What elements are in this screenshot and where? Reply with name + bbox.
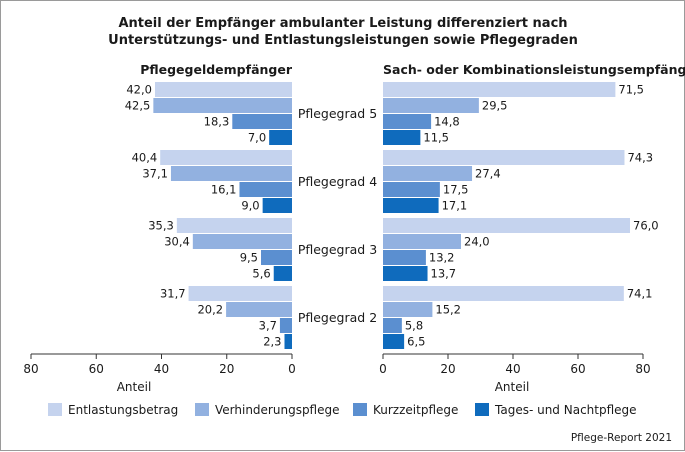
- bar-right-pflegegrad-5-kurzzeitpflege: [383, 114, 432, 129]
- category-label-pflegegrad-5: Pflegegrad 5: [298, 106, 377, 121]
- value-label-right: 6,5: [407, 335, 425, 349]
- value-label-left: 42,0: [126, 83, 152, 97]
- value-label-left: 31,7: [160, 287, 186, 301]
- value-label-left: 9,0: [241, 199, 259, 213]
- bar-right-pflegegrad-2-tages-und-nachtpflege: [383, 334, 405, 349]
- value-label-right: 74,1: [627, 287, 653, 301]
- value-label-left: 37,1: [142, 167, 168, 181]
- bar-left-pflegegrad-4-verhinderungspflege: [170, 166, 292, 181]
- left-axis-label: Anteil: [117, 380, 152, 394]
- bar-right-pflegegrad-3-verhinderungspflege: [383, 234, 461, 249]
- bar-left-pflegegrad-2-tages-und-nachtpflege: [284, 334, 292, 349]
- left-x-tick-label: 0: [288, 362, 296, 376]
- bar-left-pflegegrad-4-tages-und-nachtpflege: [262, 198, 292, 213]
- bar-right-pflegegrad-2-kurzzeitpflege: [383, 318, 402, 333]
- bar-right-pflegegrad-5-verhinderungspflege: [383, 98, 479, 113]
- value-label-right: 5,8: [405, 319, 423, 333]
- bar-right-pflegegrad-4-entlastungsbetrag: [383, 150, 625, 165]
- bar-right-pflegegrad-5-entlastungsbetrag: [383, 82, 616, 97]
- bar-right-pflegegrad-4-verhinderungspflege: [383, 166, 473, 181]
- value-label-left: 30,4: [164, 235, 190, 249]
- value-label-left: 40,4: [132, 151, 158, 165]
- legend-label-tages-und-nachtpflege: Tages- und Nachtpflege: [494, 403, 637, 417]
- bars-group: 42,0 42,5 18,3 7,0 40,4 37,1 16,1 9,0 35,3 30,4 9,…: [125, 82, 659, 349]
- category-label-pflegegrad-3: Pflegegrad 3: [298, 242, 377, 257]
- bar-right-pflegegrad-3-entlastungsbetrag: [383, 218, 630, 233]
- value-label-right: 71,5: [618, 83, 644, 97]
- bar-left-pflegegrad-4-kurzzeitpflege: [239, 182, 292, 197]
- bar-right-pflegegrad-5-tages-und-nachtpflege: [383, 130, 421, 145]
- value-label-left: 42,5: [125, 99, 151, 113]
- left-x-tick-label: 80: [23, 362, 38, 376]
- value-label-left: 35,3: [148, 219, 174, 233]
- value-label-right: 17,1: [442, 199, 468, 213]
- bar-left-pflegegrad-3-tages-und-nachtpflege: [273, 266, 292, 281]
- left-x-tick-label: 40: [154, 362, 169, 376]
- value-label-left: 20,2: [197, 303, 223, 317]
- legend: Entlastungsbetrag Verhinderungspflege Kurz…: [48, 403, 637, 417]
- value-label-right: 74,3: [627, 151, 653, 165]
- value-label-right: 11,5: [423, 131, 449, 145]
- value-label-right: 27,4: [475, 167, 501, 181]
- bar-right-pflegegrad-3-kurzzeitpflege: [383, 250, 426, 265]
- value-label-right: 13,7: [431, 267, 457, 281]
- right-x-tick-label: 40: [505, 362, 520, 376]
- bar-right-pflegegrad-3-tages-und-nachtpflege: [383, 266, 428, 281]
- bar-left-pflegegrad-5-verhinderungspflege: [153, 98, 292, 113]
- value-label-right: 15,2: [435, 303, 461, 317]
- value-label-left: 18,3: [204, 115, 230, 129]
- value-label-right: 24,0: [464, 235, 490, 249]
- right-x-tick-label: 60: [570, 362, 585, 376]
- right-panel-title: Sach- oder Kombinationsleistungsempfänge…: [383, 62, 685, 77]
- left-x-tick-label: 60: [89, 362, 104, 376]
- value-label-left: 2,3: [263, 335, 281, 349]
- bar-left-pflegegrad-3-verhinderungspflege: [192, 234, 292, 249]
- value-label-right: 14,8: [434, 115, 460, 129]
- legend-label-kurzzeitpflege: Kurzzeitpflege: [373, 403, 458, 417]
- left-panel-title: Pflegegeldempfänger: [140, 62, 293, 77]
- right-axis-label: Anteil: [495, 380, 530, 394]
- bar-left-pflegegrad-4-entlastungsbetrag: [160, 150, 292, 165]
- legend-swatch-kurzzeitpflege: [353, 403, 367, 416]
- bar-left-pflegegrad-2-verhinderungspflege: [226, 302, 292, 317]
- right-x-tick-label: 20: [440, 362, 455, 376]
- value-label-right: 29,5: [482, 99, 508, 113]
- value-label-left: 7,0: [248, 131, 266, 145]
- legend-swatch-verhinderungspflege: [195, 403, 209, 416]
- value-label-left: 16,1: [211, 183, 237, 197]
- value-label-right: 76,0: [633, 219, 659, 233]
- legend-swatch-entlastungsbetrag: [48, 403, 62, 416]
- bar-left-pflegegrad-5-tages-und-nachtpflege: [269, 130, 292, 145]
- source-note: Pflege-Report 2021: [571, 432, 672, 444]
- value-label-right: 13,2: [429, 251, 455, 265]
- bar-left-pflegegrad-3-entlastungsbetrag: [176, 218, 292, 233]
- value-label-right: 17,5: [443, 183, 469, 197]
- bar-right-pflegegrad-4-tages-und-nachtpflege: [383, 198, 439, 213]
- bar-left-pflegegrad-3-kurzzeitpflege: [261, 250, 292, 265]
- right-x-tick-label: 0: [379, 362, 387, 376]
- value-label-left: 9,5: [240, 251, 258, 265]
- bar-right-pflegegrad-4-kurzzeitpflege: [383, 182, 440, 197]
- chart-title-line-2: Unterstützungs- und Entlastungsleistunge…: [108, 33, 578, 48]
- legend-label-verhinderungspflege: Verhinderungspflege: [215, 403, 340, 417]
- value-label-left: 5,6: [252, 267, 270, 281]
- bar-left-pflegegrad-5-kurzzeitpflege: [232, 114, 292, 129]
- left-x-tick-label: 20: [219, 362, 234, 376]
- bar-left-pflegegrad-2-kurzzeitpflege: [279, 318, 292, 333]
- value-label-left: 3,7: [259, 319, 277, 333]
- bar-left-pflegegrad-5-entlastungsbetrag: [154, 82, 292, 97]
- bar-right-pflegegrad-2-verhinderungspflege: [383, 302, 433, 317]
- bar-left-pflegegrad-2-entlastungsbetrag: [188, 286, 292, 301]
- category-labels-group: Pflegegrad 5 Pflegegrad 4 Pflegegrad 3 Pfle…: [298, 106, 377, 325]
- axes-group: 80 60 40 20 0 0 20 40 60 80: [23, 353, 651, 376]
- category-label-pflegegrad-4: Pflegegrad 4: [298, 174, 377, 189]
- legend-label-entlastungsbetrag: Entlastungsbetrag: [68, 403, 178, 417]
- chart-title-line-1: Anteil der Empfänger ambulanter Leistung…: [118, 16, 567, 31]
- category-label-pflegegrad-2: Pflegegrad 2: [298, 310, 377, 325]
- right-x-tick-label: 80: [635, 362, 650, 376]
- bar-right-pflegegrad-2-entlastungsbetrag: [383, 286, 624, 301]
- legend-swatch-tages-und-nachtpflege: [475, 403, 489, 416]
